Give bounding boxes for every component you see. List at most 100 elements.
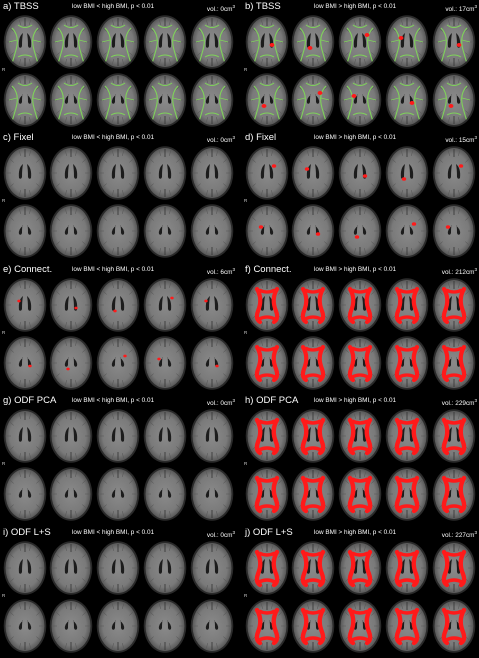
volume-unit-exponent: 3 <box>474 398 477 403</box>
axial-slices <box>245 146 476 258</box>
brain-slice <box>245 204 289 258</box>
right-hemisphere-marker: R <box>2 461 6 466</box>
panel-j: j) ODF L+S low BMI > high BMI, p < 0.01 vo… <box>242 526 479 656</box>
volume-label: vol.: 0cm <box>206 532 233 539</box>
volume-unit-exponent: 3 <box>232 135 235 140</box>
volume-unit-exponent: 3 <box>474 4 477 9</box>
panel-volume: vol.: 17cm3 <box>445 1 477 16</box>
panel-volume: vol.: 0cm3 <box>207 395 235 410</box>
brain-slice <box>3 278 47 332</box>
brain-slice <box>291 278 335 332</box>
right-hemisphere-marker: R <box>244 67 248 72</box>
brain-slice <box>291 336 335 390</box>
brain-slice <box>338 599 382 653</box>
brain-slice <box>190 409 234 463</box>
panel-title: j) ODF L+S <box>245 527 293 538</box>
volume-unit-exponent: 3 <box>474 135 477 140</box>
brain-slice <box>96 73 140 127</box>
panel-f: f) Connect. low BMI > high BMI, p < 0.01 v… <box>242 263 479 393</box>
panel-header: i) ODF L+S low BMI < high BMI, p < 0.01 vo… <box>0 526 237 540</box>
brain-slice <box>96 467 140 521</box>
panel-title: d) Fixel <box>245 132 277 143</box>
brain-slice <box>432 204 476 258</box>
panel-volume: vol.: 0cm3 <box>207 1 235 16</box>
panel-volume: vol.: 227cm3 <box>442 527 477 542</box>
panel-header: b) TBSS low BMI > high BMI, p < 0.01 vol.:… <box>242 0 479 14</box>
brain-slice <box>3 541 47 595</box>
panel-title: f) Connect. <box>245 264 292 275</box>
brain-slice <box>291 599 335 653</box>
volume-label: vol.: 229cm <box>441 400 475 407</box>
panel-g: g) ODF PCA low BMI < high BMI, p < 0.01 vo… <box>0 394 237 524</box>
right-hemisphere-marker: R <box>2 593 6 598</box>
brain-slice <box>49 336 93 390</box>
volume-label: vol.: 0cm <box>206 6 233 13</box>
panel-e: e) Connect. low BMI < high BMI, p < 0.01 v… <box>0 263 237 393</box>
brain-slice <box>385 73 429 127</box>
brain-slice <box>385 278 429 332</box>
brain-slice <box>291 15 335 69</box>
brain-slice <box>291 467 335 521</box>
volume-unit-exponent: 3 <box>232 4 235 9</box>
volume-label: vol.: 0cm <box>206 137 233 144</box>
brain-slice <box>49 278 93 332</box>
brain-slice <box>245 278 289 332</box>
panel-condition: low BMI > high BMI, p < 0.01 <box>314 397 397 404</box>
brain-slice <box>190 73 234 127</box>
panel-volume: vol.: 229cm3 <box>442 395 477 410</box>
brain-slice <box>385 15 429 69</box>
brain-slice <box>143 204 187 258</box>
brain-slice <box>338 204 382 258</box>
volume-unit-exponent: 3 <box>232 530 235 535</box>
volume-label: vol.: 15cm <box>445 137 475 144</box>
brain-slice <box>3 73 47 127</box>
brain-slice <box>291 409 335 463</box>
brain-slice <box>143 15 187 69</box>
brain-slice <box>291 146 335 200</box>
volume-unit-exponent: 3 <box>232 398 235 403</box>
brain-slice <box>432 336 476 390</box>
brain-slice <box>245 541 289 595</box>
panel-header: h) ODF PCA low BMI > high BMI, p < 0.01 vo… <box>242 394 479 408</box>
brain-slice <box>245 15 289 69</box>
brain-slice <box>245 73 289 127</box>
right-hemisphere-marker: R <box>2 330 6 335</box>
brain-slice <box>385 599 429 653</box>
brain-slice <box>3 467 47 521</box>
panel-header: a) TBSS low BMI < high BMI, p < 0.01 vol.:… <box>0 0 237 14</box>
panel-h: h) ODF PCA low BMI > high BMI, p < 0.01 vo… <box>242 394 479 524</box>
brain-slice <box>96 409 140 463</box>
volume-unit-exponent: 3 <box>474 267 477 272</box>
brain-slice <box>385 204 429 258</box>
right-hemisphere-marker: R <box>244 330 248 335</box>
brain-slice <box>143 73 187 127</box>
brain-slice <box>96 204 140 258</box>
brain-slice <box>245 467 289 521</box>
panel-volume: vol.: 0cm3 <box>207 132 235 147</box>
brain-slice <box>49 15 93 69</box>
brain-slice <box>245 599 289 653</box>
panel-condition: low BMI < high BMI, p < 0.01 <box>72 529 155 536</box>
brain-slice <box>143 467 187 521</box>
brain-slice <box>385 467 429 521</box>
panel-a: a) TBSS low BMI < high BMI, p < 0.01 vol.:… <box>0 0 237 130</box>
brain-slice <box>190 204 234 258</box>
brain-slice <box>143 146 187 200</box>
panel-i: i) ODF L+S low BMI < high BMI, p < 0.01 vo… <box>0 526 237 656</box>
volume-label: vol.: 227cm <box>441 532 475 539</box>
panel-title: i) ODF L+S <box>3 527 51 538</box>
panel-d: d) Fixel low BMI > high BMI, p < 0.01 vol.… <box>242 131 479 261</box>
brain-slice <box>338 73 382 127</box>
panel-condition: low BMI < high BMI, p < 0.01 <box>72 397 155 404</box>
brain-slice <box>96 146 140 200</box>
brain-slice <box>3 15 47 69</box>
brain-slice <box>143 278 187 332</box>
panel-condition: low BMI < high BMI, p < 0.01 <box>72 3 155 10</box>
panel-header: c) Fixel low BMI < high BMI, p < 0.01 vol.… <box>0 131 237 145</box>
brain-slice <box>190 599 234 653</box>
volume-label: vol.: 0cm <box>206 400 233 407</box>
brain-slice <box>432 541 476 595</box>
brain-slice <box>3 409 47 463</box>
axial-slices <box>245 409 476 521</box>
brain-slice <box>190 146 234 200</box>
